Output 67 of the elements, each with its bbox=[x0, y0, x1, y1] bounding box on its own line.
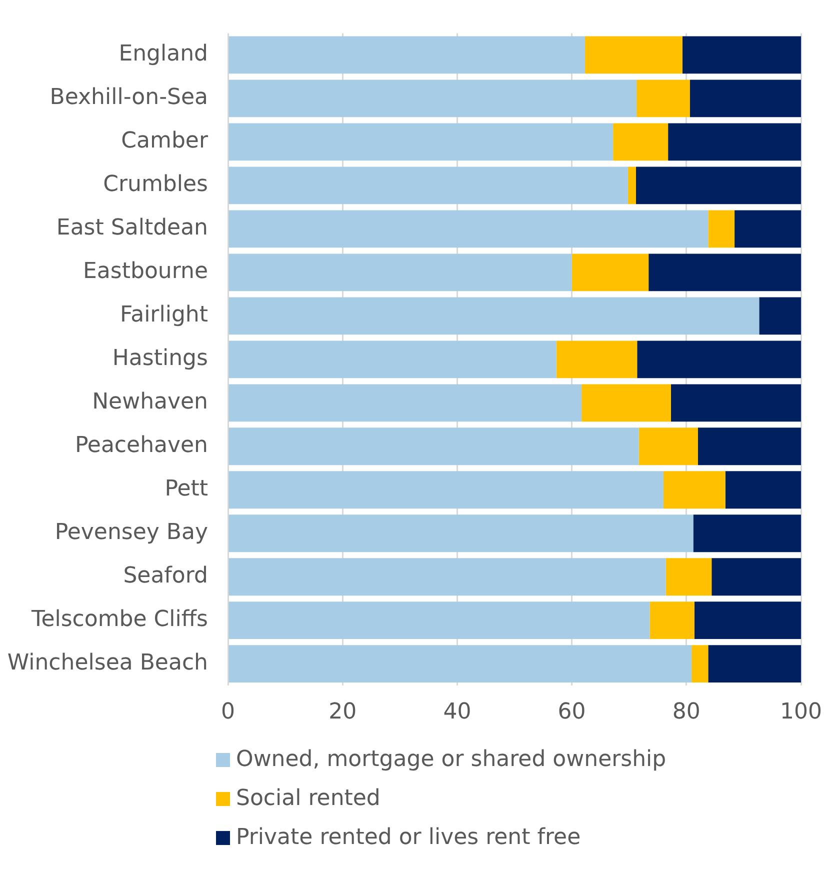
bar bbox=[628, 166, 636, 204]
bar bbox=[666, 558, 712, 596]
y-tick-label: Fairlight bbox=[120, 302, 208, 328]
bar bbox=[650, 602, 694, 640]
bar bbox=[228, 36, 585, 74]
bar bbox=[708, 210, 735, 248]
bar bbox=[228, 428, 639, 466]
bar bbox=[582, 384, 671, 422]
y-tick-label: Crumbles bbox=[103, 172, 208, 198]
bar bbox=[636, 166, 802, 204]
bar bbox=[228, 645, 692, 683]
bar bbox=[708, 645, 802, 683]
y-tick-label: Peacehaven bbox=[74, 433, 208, 458]
bar bbox=[694, 602, 802, 640]
bar bbox=[668, 123, 802, 161]
bar bbox=[228, 558, 666, 596]
x-tick-label: 20 bbox=[328, 700, 357, 725]
bar bbox=[228, 166, 628, 204]
y-tick-label: Seaford bbox=[123, 564, 208, 589]
legend-label: Owned, mortgage or shared ownership bbox=[236, 747, 666, 772]
bar bbox=[698, 428, 802, 466]
bar bbox=[648, 254, 802, 292]
bar bbox=[228, 297, 760, 335]
bar bbox=[663, 471, 726, 509]
y-tick-label: Newhaven bbox=[92, 390, 208, 415]
bar bbox=[636, 80, 690, 118]
y-tick-label: Camber bbox=[121, 128, 209, 154]
bar bbox=[228, 602, 650, 640]
bar bbox=[637, 340, 802, 378]
bar bbox=[692, 645, 708, 683]
legend-label: Private rented or lives rent free bbox=[236, 825, 581, 850]
bar bbox=[584, 36, 682, 74]
bar bbox=[228, 340, 556, 378]
bar bbox=[682, 36, 802, 74]
y-tick-label: England bbox=[118, 42, 208, 67]
bar bbox=[228, 254, 572, 292]
y-tick-label: Telscombe Cliffs bbox=[30, 607, 208, 632]
bar bbox=[670, 384, 802, 422]
y-tick-label: Eastbourne bbox=[83, 259, 208, 284]
y-tick-label: Winchelsea Beach bbox=[7, 650, 208, 676]
bar bbox=[228, 514, 694, 552]
bar bbox=[572, 254, 649, 292]
y-tick-label: Bexhill-on-Sea bbox=[50, 85, 208, 110]
bar bbox=[725, 471, 802, 509]
y-tick-label: East Saltdean bbox=[56, 216, 208, 241]
bar bbox=[228, 123, 614, 161]
y-tick-label: Pett bbox=[164, 476, 208, 502]
bar bbox=[228, 384, 582, 422]
bar bbox=[228, 471, 664, 509]
bar bbox=[228, 80, 637, 118]
bar bbox=[734, 210, 802, 248]
bar bbox=[759, 297, 802, 335]
x-tick-label: 0 bbox=[221, 700, 235, 725]
bar bbox=[613, 123, 668, 161]
x-tick-label: 100 bbox=[780, 700, 822, 725]
y-tick-label: Hastings bbox=[112, 346, 208, 372]
bar bbox=[638, 428, 698, 466]
x-tick-label: 40 bbox=[443, 700, 472, 725]
x-tick-label: 60 bbox=[558, 700, 586, 725]
bar bbox=[556, 340, 638, 378]
bar bbox=[693, 514, 802, 552]
bar bbox=[228, 210, 708, 248]
x-tick-label: 80 bbox=[672, 700, 700, 725]
bar bbox=[690, 80, 802, 118]
bar bbox=[712, 558, 802, 596]
y-tick-label: Pevensey Bay bbox=[54, 520, 208, 546]
legend-label: Social rented bbox=[236, 786, 380, 811]
